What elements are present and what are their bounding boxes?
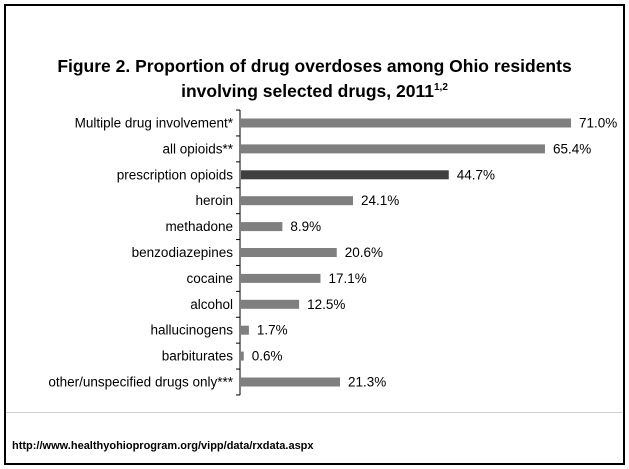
bar-1 (241, 118, 571, 128)
category-label-5: methadone (165, 219, 233, 234)
value-label-6: 20.6% (345, 245, 383, 260)
bar-2 (241, 144, 545, 154)
value-label-1: 71.0% (579, 116, 617, 131)
chart-frame (4, 4, 625, 465)
bar-11 (241, 377, 340, 387)
chart-title-superscript: 1,2 (433, 82, 448, 94)
chart-title-line-1: Figure 2. Proportion of drug overdoses a… (57, 56, 572, 76)
bar-7 (241, 273, 321, 283)
value-label-9: 1.7% (257, 323, 288, 338)
value-label-4: 24.1% (361, 193, 399, 208)
bar-9 (241, 325, 249, 335)
value-label-10: 0.6% (252, 349, 283, 364)
value-label-2: 65.4% (553, 141, 591, 156)
source-url[interactable]: http://www.healthyohioprogram.org/vipp/d… (12, 440, 314, 452)
category-label-7: cocaine (186, 271, 233, 286)
value-label-11: 21.3% (348, 375, 386, 390)
bar-6 (241, 248, 337, 257)
value-label-7: 17.1% (328, 271, 366, 286)
category-label-10: barbiturates (162, 349, 234, 364)
category-label-8: alcohol (190, 297, 233, 312)
bar-4 (241, 196, 354, 206)
category-label-9: hallucinogens (150, 323, 233, 338)
category-label-2: all opioids** (162, 141, 233, 156)
category-label-1: Multiple drug involvement* (75, 116, 234, 131)
footer-divider (6, 412, 623, 413)
chart-title-line-2: involving selected drugs, 20111,2 (20, 79, 609, 104)
chart-title-line-2-text: involving selected drugs, 2011 (181, 81, 434, 101)
value-label-5: 8.9% (290, 219, 321, 234)
category-label-4: heroin (195, 193, 233, 208)
bar-10 (241, 351, 244, 361)
category-label-3: prescription opioids (117, 167, 234, 182)
bar-8 (241, 299, 300, 309)
category-label-6: benzodiazepines (132, 245, 234, 260)
chart-title: Figure 2. Proportion of drug overdoses a… (20, 54, 609, 104)
category-label-11: other/unspecified drugs only*** (48, 375, 233, 390)
bar-3 (241, 170, 449, 180)
bar-5 (241, 222, 283, 232)
value-label-3: 44.7% (457, 167, 495, 182)
value-label-8: 12.5% (307, 297, 345, 312)
